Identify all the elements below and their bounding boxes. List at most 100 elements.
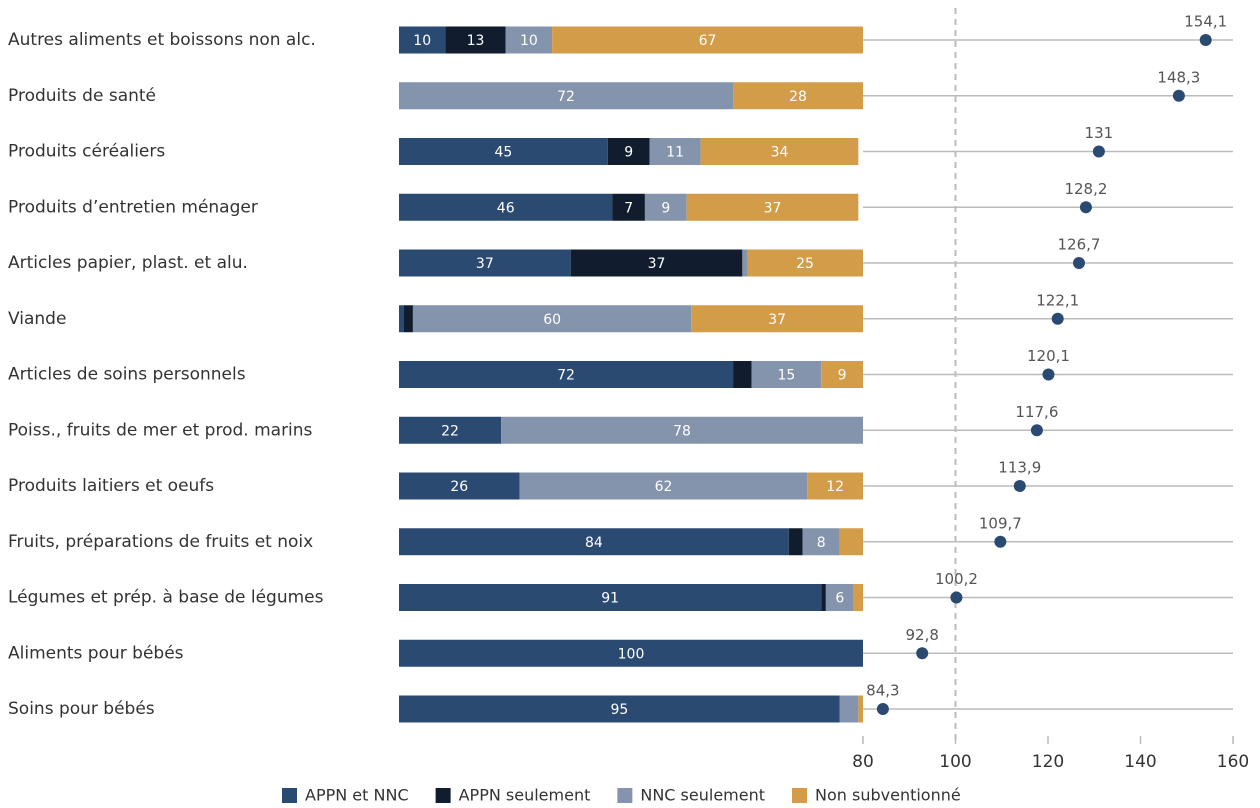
data-label: 15: [778, 368, 796, 384]
bar-segment: [686, 193, 859, 221]
data-label: 62: [655, 479, 673, 495]
data-label: 34: [771, 145, 789, 161]
data-label: 122,1: [1036, 291, 1079, 309]
dot: [1172, 89, 1185, 102]
data-label: 9: [624, 145, 633, 161]
category-label: Autres aliments et boissons non alc.: [8, 30, 316, 50]
legend-swatch: [435, 788, 451, 803]
data-label: 91: [601, 591, 619, 607]
data-label: 10: [413, 33, 431, 49]
x-tick-label: 120: [1032, 752, 1064, 772]
data-label: 8: [817, 535, 826, 551]
data-label: 100,2: [935, 570, 978, 588]
bar-segment: [821, 584, 826, 611]
bar-segment: [607, 138, 650, 165]
x-tick-label: 160: [1217, 752, 1249, 772]
data-label: 84,3: [866, 682, 899, 700]
bar-segment: [399, 193, 613, 221]
bar-segment: [570, 249, 743, 277]
data-label: 72: [557, 368, 575, 384]
data-label: 117,6: [1015, 403, 1058, 421]
bar-segment: [552, 26, 863, 54]
category-label: Produits laitiers et oeufs: [8, 476, 214, 496]
data-label: 45: [494, 145, 512, 161]
data-label: 13: [467, 33, 485, 49]
data-label: 78: [673, 423, 691, 439]
data-label: 6: [835, 591, 844, 607]
data-label: 26: [450, 479, 468, 495]
bar-segment: [399, 26, 446, 54]
data-label: 9: [838, 368, 847, 384]
dot: [1013, 480, 1026, 492]
bar-segment: [802, 528, 840, 556]
bar-segment: [821, 361, 863, 388]
data-label: 72: [557, 89, 575, 105]
legend-swatch: [617, 788, 633, 803]
data-label: 120,1: [1027, 347, 1070, 365]
bar-segment: [644, 193, 687, 221]
bar-segment: [399, 639, 863, 667]
bar-segment: [649, 138, 701, 165]
data-label: 25: [796, 256, 814, 272]
category-label: Produits d’entretien ménager: [8, 197, 258, 217]
bar-segment: [691, 305, 863, 333]
data-label: 113,9: [998, 459, 1041, 477]
bar-segment: [612, 193, 645, 221]
data-label: 28: [789, 89, 807, 105]
category-label: Articles papier, plast. et alu.: [8, 253, 248, 273]
dot: [1030, 424, 1043, 437]
legend-swatch: [792, 788, 808, 803]
data-label: 11: [666, 145, 684, 161]
bar-segment: [858, 695, 863, 723]
bar-segment: [399, 138, 608, 165]
bar-segment: [445, 26, 506, 54]
bar-segment: [399, 82, 734, 110]
data-label: 100: [618, 646, 645, 662]
data-label: 37: [768, 312, 786, 328]
data-label: 84: [585, 535, 603, 551]
category-label: Viande: [8, 309, 66, 329]
bar-segment: [399, 249, 571, 277]
category-label: Produits de santé: [8, 86, 156, 106]
data-label: 154,1: [1184, 13, 1227, 31]
category-label: Articles de soins personnels: [8, 365, 246, 385]
bar-segment: [399, 361, 734, 388]
data-label: 128,2: [1064, 180, 1107, 198]
bar-segment: [403, 305, 413, 333]
legend-swatch: [282, 788, 297, 803]
data-label: 92,8: [905, 626, 938, 644]
dot: [950, 591, 963, 604]
x-tick-label: 80: [852, 752, 874, 772]
data-label: 95: [610, 702, 628, 718]
x-tick-label: 140: [1124, 752, 1156, 772]
data-label: 109,7: [979, 514, 1022, 532]
bar-segment: [399, 584, 822, 611]
bar-segment: [839, 695, 859, 723]
bar-segment: [399, 528, 789, 556]
data-label: 7: [624, 200, 633, 216]
bar-segment: [399, 695, 840, 723]
bar-segment: [505, 26, 553, 54]
bar-segment: [839, 528, 863, 556]
category-label: Poiss., fruits de mer et prod. marins: [8, 420, 313, 440]
bar-segment: [742, 249, 747, 277]
data-label: 46: [497, 200, 515, 216]
data-label: 67: [699, 33, 717, 49]
dot: [916, 647, 929, 660]
legend-label: APPN seulement: [459, 786, 591, 805]
dot: [1199, 34, 1212, 46]
data-label: 10: [520, 33, 538, 49]
dot: [1092, 145, 1105, 158]
bar-segment: [399, 305, 404, 333]
bar-segment: [399, 472, 520, 500]
bar-segment: [412, 305, 692, 333]
bar-segment: [700, 138, 859, 165]
dot: [1051, 312, 1064, 325]
data-label: 126,7: [1058, 236, 1101, 254]
bar-segment: [825, 584, 854, 611]
bar-segment: [519, 472, 808, 500]
legend-label: NNC seulement: [640, 786, 765, 805]
x-tick-label: 100: [939, 752, 971, 772]
dot: [994, 535, 1007, 548]
